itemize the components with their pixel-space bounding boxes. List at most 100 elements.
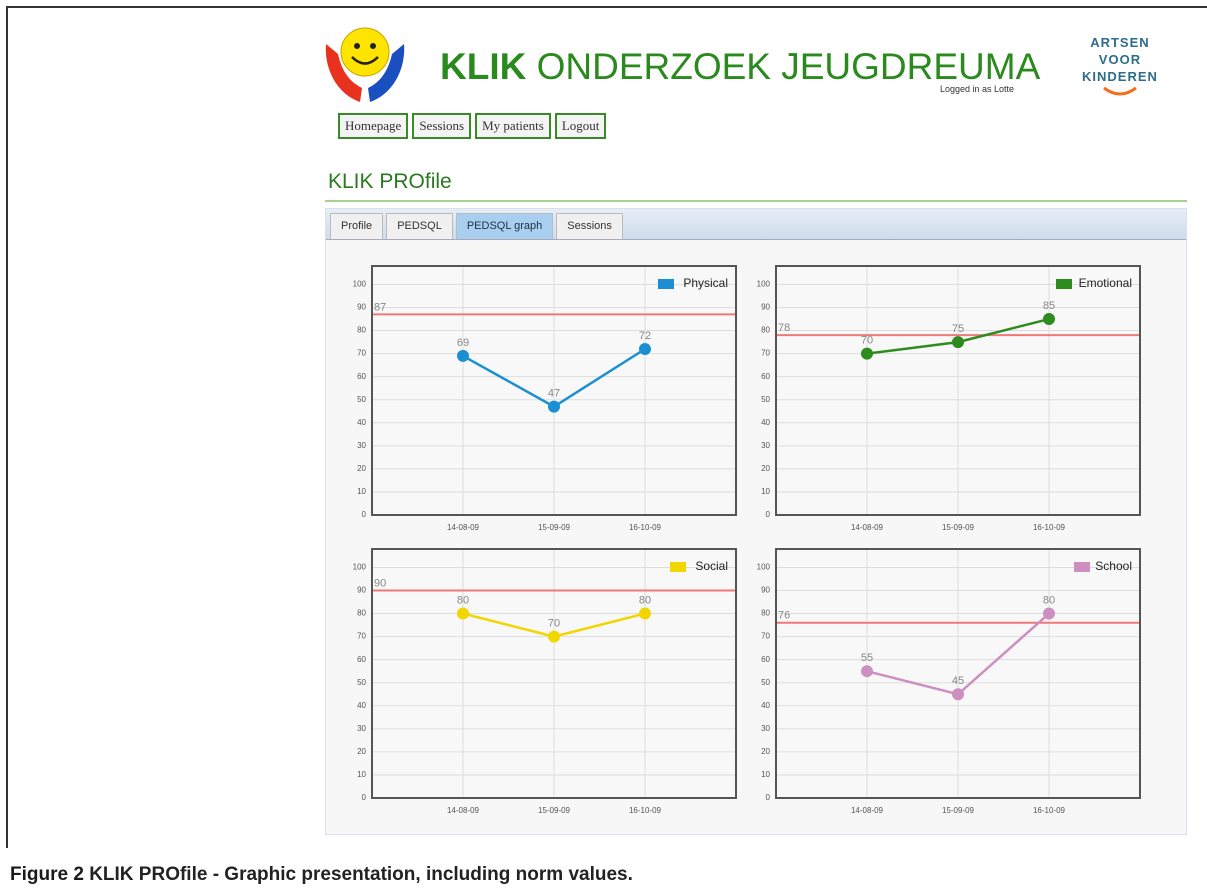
y-tick-label: 60 bbox=[357, 372, 366, 381]
y-tick-label: 90 bbox=[357, 586, 366, 595]
login-status: Logged in as Lotte bbox=[940, 84, 1014, 94]
data-label: 85 bbox=[1043, 300, 1055, 312]
nav-button[interactable]: Homepage bbox=[338, 113, 408, 139]
page-title: KLIK PROfile bbox=[328, 170, 452, 194]
partner-line: ARTSEN bbox=[1082, 34, 1158, 51]
title-rest: ONDERZOEK JEUGDREUMA bbox=[537, 46, 1041, 87]
data-label: 80 bbox=[639, 594, 651, 606]
y-tick-label: 40 bbox=[761, 701, 770, 710]
legend-label: School bbox=[1095, 559, 1132, 573]
y-tick-label: 60 bbox=[761, 372, 770, 381]
legend-label: Social bbox=[695, 559, 728, 573]
x-tick-label: 16-10-09 bbox=[629, 523, 662, 532]
y-tick-label: 10 bbox=[761, 770, 770, 779]
data-point bbox=[861, 348, 873, 360]
legend-swatch bbox=[1056, 279, 1072, 289]
y-tick-label: 90 bbox=[357, 303, 366, 312]
data-label: 55 bbox=[861, 652, 873, 664]
page: KLIK ONDERZOEK JEUGDREUMA Logged in as L… bbox=[0, 0, 1207, 896]
x-tick-label: 15-09-09 bbox=[538, 523, 571, 532]
y-tick-label: 70 bbox=[761, 349, 770, 358]
y-tick-label: 30 bbox=[357, 441, 366, 450]
data-point bbox=[639, 343, 651, 355]
y-tick-label: 80 bbox=[357, 609, 366, 618]
x-tick-label: 16-10-09 bbox=[1033, 806, 1066, 815]
x-tick-label: 14-08-09 bbox=[851, 523, 884, 532]
y-tick-label: 30 bbox=[761, 441, 770, 450]
norm-label: 87 bbox=[374, 301, 386, 313]
data-label: 72 bbox=[639, 330, 651, 342]
site-title: KLIK ONDERZOEK JEUGDREUMA bbox=[440, 46, 1040, 88]
data-label: 75 bbox=[952, 323, 964, 335]
data-label: 47 bbox=[548, 388, 560, 400]
data-point bbox=[548, 631, 560, 643]
data-point bbox=[1043, 608, 1055, 620]
x-tick-label: 15-09-09 bbox=[942, 806, 975, 815]
data-label: 70 bbox=[861, 335, 873, 347]
legend-swatch bbox=[1074, 562, 1090, 572]
data-label: 69 bbox=[457, 337, 469, 349]
y-tick-label: 60 bbox=[761, 655, 770, 664]
partner-line: KINDEREN bbox=[1082, 68, 1158, 85]
data-point bbox=[457, 350, 469, 362]
y-tick-label: 40 bbox=[357, 701, 366, 710]
y-tick-label: 80 bbox=[761, 609, 770, 618]
x-tick-label: 14-08-09 bbox=[447, 806, 480, 815]
y-tick-label: 90 bbox=[761, 586, 770, 595]
y-tick-label: 0 bbox=[362, 510, 367, 519]
legend-swatch bbox=[658, 279, 674, 289]
y-tick-label: 30 bbox=[761, 724, 770, 733]
data-point bbox=[861, 665, 873, 677]
x-tick-label: 14-08-09 bbox=[447, 523, 480, 532]
y-tick-label: 20 bbox=[761, 464, 770, 473]
figure-caption: Figure 2 KLIK PROfile - Graphic presenta… bbox=[10, 864, 633, 886]
data-label: 70 bbox=[548, 618, 560, 630]
x-tick-label: 15-09-09 bbox=[538, 806, 571, 815]
y-tick-label: 100 bbox=[353, 280, 367, 289]
legend-label: Physical bbox=[683, 276, 728, 290]
nav-button[interactable]: Sessions bbox=[412, 113, 471, 139]
data-point bbox=[457, 608, 469, 620]
tab[interactable]: Profile bbox=[330, 213, 383, 239]
y-tick-label: 50 bbox=[357, 395, 366, 404]
data-point bbox=[952, 336, 964, 348]
partner-logo: ARTSEN VOOR KINDEREN bbox=[1082, 34, 1158, 102]
y-tick-label: 70 bbox=[357, 349, 366, 358]
data-point bbox=[1043, 313, 1055, 325]
y-tick-label: 60 bbox=[357, 655, 366, 664]
y-tick-label: 20 bbox=[357, 747, 366, 756]
y-tick-label: 0 bbox=[766, 793, 771, 802]
data-label: 80 bbox=[1043, 594, 1055, 606]
y-tick-label: 90 bbox=[761, 303, 770, 312]
data-point bbox=[952, 688, 964, 700]
title-rule bbox=[325, 200, 1187, 202]
partner-smile bbox=[1100, 86, 1140, 98]
y-tick-label: 50 bbox=[761, 678, 770, 687]
y-tick-label: 80 bbox=[357, 326, 366, 335]
y-tick-label: 70 bbox=[357, 632, 366, 641]
partner-line: VOOR bbox=[1082, 51, 1158, 68]
y-tick-label: 80 bbox=[761, 326, 770, 335]
y-tick-label: 50 bbox=[357, 678, 366, 687]
y-tick-label: 10 bbox=[357, 770, 366, 779]
x-tick-label: 15-09-09 bbox=[942, 523, 975, 532]
data-point bbox=[639, 608, 651, 620]
logo bbox=[322, 24, 408, 104]
y-tick-label: 30 bbox=[357, 724, 366, 733]
nav-button[interactable]: My patients bbox=[475, 113, 551, 139]
y-tick-label: 40 bbox=[761, 418, 770, 427]
y-tick-label: 20 bbox=[357, 464, 366, 473]
y-tick-label: 20 bbox=[761, 747, 770, 756]
norm-label: 78 bbox=[778, 322, 790, 334]
tab[interactable]: PEDSQL graph bbox=[456, 213, 553, 239]
x-tick-label: 16-10-09 bbox=[629, 806, 662, 815]
x-tick-label: 14-08-09 bbox=[851, 806, 884, 815]
nav-button[interactable]: Logout bbox=[555, 113, 607, 139]
y-tick-label: 70 bbox=[761, 632, 770, 641]
y-tick-label: 100 bbox=[757, 563, 771, 572]
tab[interactable]: Sessions bbox=[556, 213, 623, 239]
tab[interactable]: PEDSQL bbox=[386, 213, 453, 239]
